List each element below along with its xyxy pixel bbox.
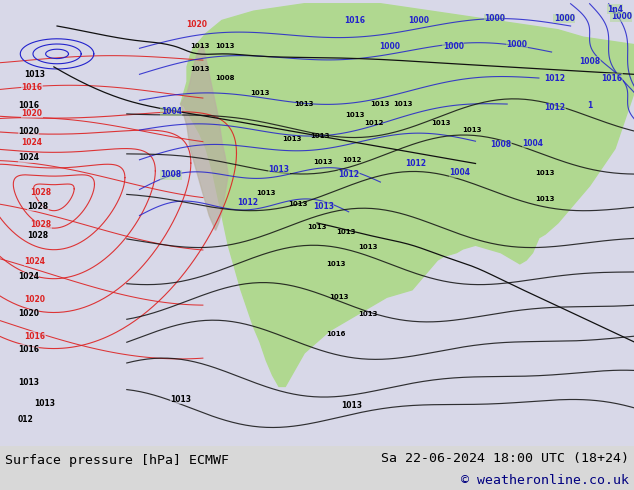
Text: Surface pressure [hPa] ECMWF: Surface pressure [hPa] ECMWF [5,454,229,466]
Text: 1004: 1004 [449,168,470,177]
Text: 1012: 1012 [338,170,359,179]
Text: 1016: 1016 [18,101,39,110]
Polygon shape [181,4,634,387]
Text: 1028: 1028 [30,188,52,197]
Text: 1012: 1012 [365,120,384,125]
Text: 1013: 1013 [371,101,390,107]
Text: 1004: 1004 [522,139,543,147]
Text: 1000: 1000 [484,14,505,23]
Text: 1013: 1013 [358,311,377,317]
Text: 1013: 1013 [34,399,55,408]
Text: 1016: 1016 [24,332,46,341]
Text: © weatheronline.co.uk: © weatheronline.co.uk [461,474,629,487]
Text: 1012: 1012 [544,103,566,112]
Text: 1013: 1013 [18,378,39,387]
Text: 1028: 1028 [27,231,49,241]
Text: 1028: 1028 [30,220,52,229]
Text: 1013: 1013 [313,202,334,211]
Text: 1020: 1020 [186,20,207,28]
Text: 1013: 1013 [314,159,333,165]
Text: 1013: 1013 [336,229,355,235]
Text: 1024: 1024 [18,153,39,162]
Text: 1: 1 [587,101,592,110]
Text: 1004: 1004 [160,107,182,116]
Text: 1013: 1013 [170,395,191,404]
Text: 1008: 1008 [160,170,182,179]
Text: 1013: 1013 [24,70,46,79]
Text: 1013: 1013 [330,294,349,300]
Text: 1028: 1028 [27,202,49,211]
Text: 1024: 1024 [21,138,42,147]
Text: 1016: 1016 [344,16,366,25]
Text: 1013: 1013 [393,101,412,107]
Text: 1013: 1013 [250,90,269,96]
Text: 1008: 1008 [216,75,235,81]
Text: 1016: 1016 [21,83,42,92]
Text: 1013: 1013 [288,201,307,207]
Text: 1000: 1000 [506,40,527,49]
Text: 1012: 1012 [236,198,258,207]
Polygon shape [181,45,228,230]
Text: 1013: 1013 [190,66,209,72]
Text: 1016: 1016 [18,345,39,354]
Text: 1n4: 1n4 [607,5,623,14]
Text: 1012: 1012 [544,74,566,82]
Text: 1013: 1013 [282,136,301,142]
Text: 1020: 1020 [18,310,39,318]
Text: 1013: 1013 [341,400,363,410]
Text: 1013: 1013 [536,170,555,176]
Text: 1013: 1013 [346,112,365,118]
Text: 1013: 1013 [536,196,555,202]
Text: 1000: 1000 [408,16,429,25]
Text: 1012: 1012 [342,157,361,163]
Text: 1024: 1024 [18,272,39,281]
Text: 1013: 1013 [257,190,276,196]
Text: 1013: 1013 [295,101,314,107]
Text: 1008: 1008 [490,141,512,149]
Text: 1013: 1013 [216,44,235,49]
Text: 1013: 1013 [307,223,327,230]
Text: 1020: 1020 [24,294,46,304]
Text: 1000: 1000 [611,12,632,21]
Text: 1000: 1000 [379,42,401,51]
Text: 1013: 1013 [311,133,330,139]
Text: 1024: 1024 [24,257,46,266]
Text: Sa 22-06-2024 18:00 UTC (18+24): Sa 22-06-2024 18:00 UTC (18+24) [381,452,629,465]
Text: 1000: 1000 [443,42,464,51]
Text: 1013: 1013 [358,244,377,250]
Text: 1013: 1013 [268,165,290,173]
Text: 1013: 1013 [431,120,450,125]
Text: 1016: 1016 [327,331,346,338]
Text: 1013: 1013 [190,44,209,49]
Text: 1012: 1012 [404,159,426,168]
Text: 1000: 1000 [553,14,575,23]
Text: 1020: 1020 [18,127,39,136]
Text: 1013: 1013 [463,127,482,133]
Text: 1020: 1020 [21,109,42,118]
Text: 1013: 1013 [327,261,346,267]
Text: 012: 012 [18,416,33,424]
Text: 1016: 1016 [601,74,623,82]
Text: 1008: 1008 [579,57,600,66]
